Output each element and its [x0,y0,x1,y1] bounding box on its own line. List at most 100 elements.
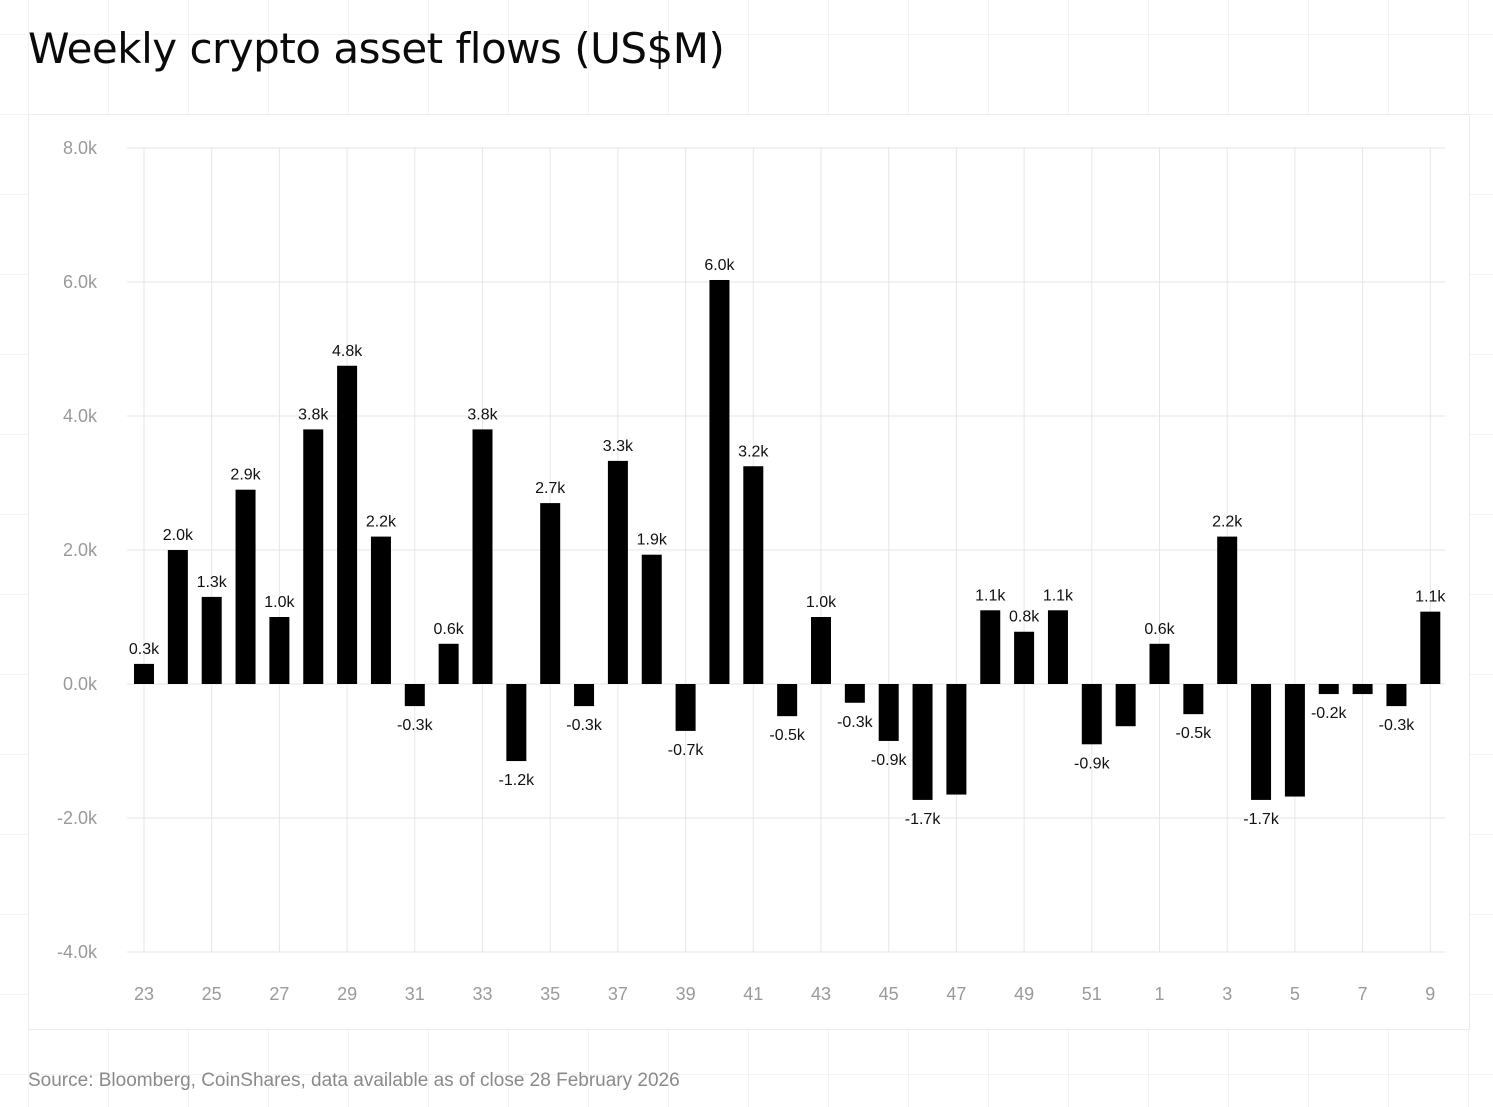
bar-data-label: -0.3k [837,714,874,731]
bar-data-label: -0.5k [769,727,806,744]
bar-data-label: 2.7k [535,480,566,497]
x-tick-label: 3 [1222,984,1232,1004]
x-tick-label: 31 [405,984,425,1004]
bar [811,617,831,684]
bar [1047,610,1068,684]
bar-data-label: 3.8k [298,406,329,423]
bar [1014,631,1035,684]
bar [134,663,154,684]
y-tick-label: 0.0k [63,674,98,694]
bar [844,684,865,703]
x-tick-label: 5 [1290,984,1300,1004]
bar [1284,684,1305,797]
bar [1217,536,1238,684]
x-tick-label: 9 [1425,984,1435,1004]
bar-data-label: -0.5k [1176,725,1213,742]
bar-data-label: 2.2k [1212,514,1243,531]
x-tick-label: 35 [540,984,560,1004]
bar-data-label: 3.8k [467,406,498,423]
bar-data-label: 0.6k [434,621,465,638]
x-tick-label: 1 [1154,984,1164,1004]
bar [980,610,1001,684]
bar [506,684,527,762]
bar [370,536,391,684]
y-tick-label: 6.0k [63,272,98,292]
bar-data-label: 3.2k [738,443,769,460]
bar-data-label: 3.3k [603,438,634,455]
y-tick-label: 8.0k [63,138,98,158]
bar [675,684,696,731]
bar-data-label: -0.9k [871,752,908,769]
x-tick-label: 27 [269,984,289,1004]
bar-data-label: 6.0k [704,257,735,274]
bar [1352,684,1373,695]
x-tick-label: 39 [676,984,696,1004]
bar [1081,684,1102,745]
y-tick-label: 4.0k [63,406,98,426]
bar-chart: 8.0k 6.0k 4.0k 2.0k 0.0k -2.0k -4.0k 23 25 27 29 3… [57,138,1447,1004]
horizontal-gridlines [127,147,1445,953]
bar-data-label: 1.1k [975,587,1006,604]
bar [607,460,628,684]
x-tick-label: 43 [811,984,831,1004]
bar [574,684,595,707]
bar-data-label: 0.3k [129,641,160,658]
bar [946,684,967,795]
bar [1318,684,1339,695]
bar [1251,684,1272,800]
x-tick-label: 25 [202,984,222,1004]
bar-data-label: 0.6k [1144,621,1175,638]
y-axis-tick-labels: 8.0k 6.0k 4.0k 2.0k 0.0k -2.0k -4.0k [57,138,98,962]
bar [1183,684,1204,715]
y-tick-label: -4.0k [57,942,98,962]
y-tick-label: 2.0k [63,540,98,560]
chart-panel: 8.0k 6.0k 4.0k 2.0k 0.0k -2.0k -4.0k 23 25 27 29 3… [28,114,1470,1030]
bar [201,596,222,684]
bar [743,466,764,684]
bar-series [134,279,1441,800]
chart-title: Weekly crypto asset flows (US$M) [28,24,725,73]
bar [878,684,899,741]
x-tick-label: 37 [608,984,628,1004]
bar [337,365,358,684]
bar [269,617,290,684]
x-tick-label: 49 [1014,984,1034,1004]
bar [235,489,256,684]
bar [303,429,324,684]
x-tick-label: 45 [879,984,899,1004]
bar [709,279,730,684]
bar-data-label: 1.0k [806,594,837,611]
bar-data-label: 1.1k [1043,587,1074,604]
bar [472,429,493,684]
bar-data-labels: 0.3k 2.0k 1.3k 2.9k 1.0k 3.8k 4.8k 2.2k -0.3k 0.6… [129,257,1447,828]
bar [641,554,662,684]
x-tick-label: 7 [1358,984,1368,1004]
bar-data-label: 1.1k [1415,589,1446,606]
bar-data-label: 1.3k [197,574,228,591]
x-tick-label: 47 [946,984,966,1004]
bar-data-label: -0.7k [668,742,705,759]
x-tick-label: 23 [134,984,154,1004]
bar [1115,684,1136,727]
y-tick-label: -2.0k [57,808,98,828]
source-note: Source: Bloomberg, CoinShares, data avai… [28,1070,680,1091]
bar-data-label: 2.9k [230,467,261,484]
bar [912,684,933,800]
bar-data-label: -1.7k [1243,811,1280,828]
x-axis-tick-labels: 23 25 27 29 31 33 35 37 39 41 43 45 47 49 51 1 3 5 7 9 [134,984,1435,1004]
bar-data-label: 1.9k [637,532,668,549]
x-tick-label: 51 [1082,984,1102,1004]
bar [777,684,798,717]
x-tick-label: 41 [743,984,763,1004]
bar-data-label: -1.2k [499,772,536,789]
bar-data-label: -0.9k [1074,755,1111,772]
bar-data-label: -0.2k [1311,705,1348,722]
bar-data-label: 2.0k [163,527,194,544]
bar-data-label: -0.3k [1379,717,1416,734]
bar [404,684,425,707]
bar-data-label: 0.8k [1009,609,1040,626]
x-tick-label: 33 [472,984,492,1004]
bar [1386,684,1407,707]
bar-data-label: -0.3k [397,717,434,734]
bar-data-label: -0.3k [566,717,603,734]
